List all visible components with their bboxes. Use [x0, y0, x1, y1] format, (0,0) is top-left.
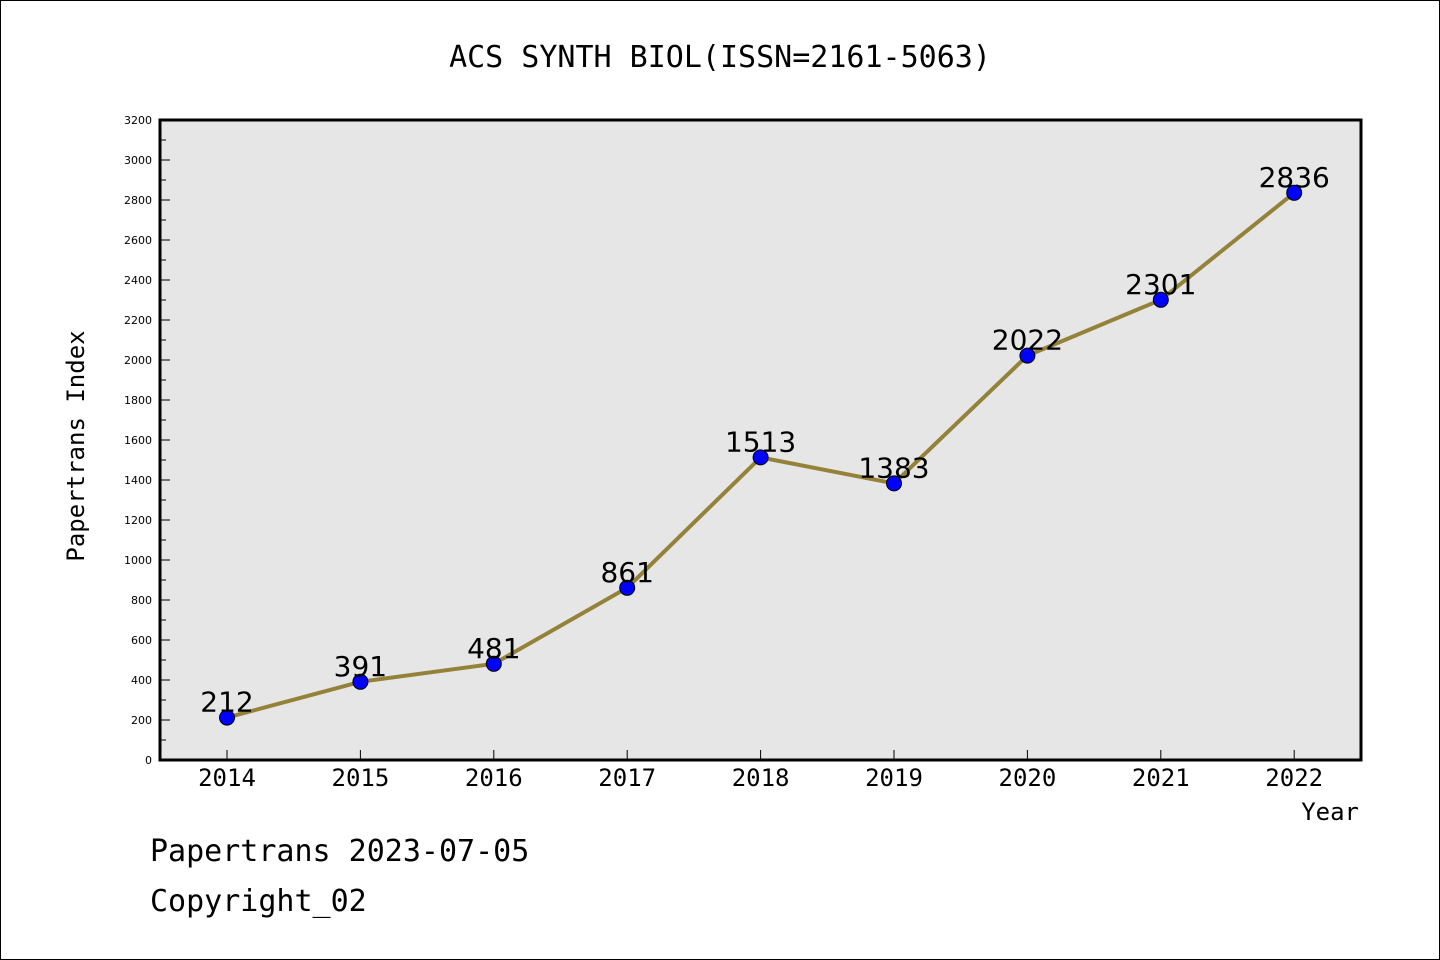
x-tick-label-2020: 2020 [999, 764, 1057, 792]
data-point-2016 [485, 655, 502, 672]
data-point-2018 [752, 449, 769, 466]
data-point-2022 [1286, 184, 1303, 201]
data-point-2014 [219, 709, 235, 726]
x-axis: 2014 2015 2016 2017 2018 2019 2020 2021 2022 [198, 750, 1323, 792]
data-point-2021 [1152, 291, 1169, 308]
y-tick-label-3000: 3000 [124, 154, 152, 167]
x-tick-label-2022: 2022 [1265, 764, 1323, 792]
data-label-2020: 2022 [992, 324, 1063, 357]
data-label-2018: 1513 [725, 425, 796, 458]
data-label-2015: 391 [334, 650, 387, 683]
footer-copyright: Copyright_02 [150, 884, 367, 919]
data-label-2016: 481 [467, 632, 520, 665]
y-tick-label-1800: 1800 [124, 394, 152, 407]
y-axis: 0 200 400 600 800 1000 1200 1400 1600 1800 2000 220… [124, 114, 170, 767]
x-tick-label-2018: 2018 [732, 764, 790, 792]
y-tick-label-2000: 2000 [124, 354, 152, 367]
plot-area [158, 118, 1363, 762]
data-label-2014: 212 [200, 686, 253, 719]
y-tick-label-2200: 2200 [124, 314, 152, 327]
data-label-2022: 2836 [1259, 161, 1330, 194]
y-tick-label-0: 0 [145, 754, 152, 767]
y-tick-label-1600: 1600 [124, 434, 152, 447]
x-tick-label-2014: 2014 [198, 764, 256, 792]
data-point-2017 [619, 579, 636, 596]
footer-date: Papertrans 2023-07-05 [150, 834, 530, 869]
data-label-2017: 861 [600, 556, 653, 589]
data-label-2019: 1383 [858, 451, 929, 484]
x-tick-label-2017: 2017 [598, 764, 656, 792]
x-tick-label-2015: 2015 [332, 764, 390, 792]
y-tick-label-600: 600 [131, 634, 152, 647]
y-tick-label-1000: 1000 [124, 554, 152, 567]
chart-title: ACS SYNTH BIOL(ISSN=2161-5063) [449, 40, 991, 75]
x-axis-label: Year [1301, 798, 1359, 826]
y-tick-label-2600: 2600 [124, 234, 152, 247]
y-tick-label-2400: 2400 [124, 274, 152, 287]
y-tick-label-200: 200 [131, 714, 152, 727]
data-label-2021: 2301 [1125, 268, 1196, 301]
y-tick-label-1200: 1200 [124, 514, 152, 527]
data-point-2019 [886, 475, 902, 492]
x-tick-label-2021: 2021 [1132, 764, 1190, 792]
data-point-2020 [1019, 347, 1036, 364]
y-tick-label-3200: 3200 [124, 114, 152, 127]
data-point-2015 [352, 673, 369, 690]
y-tick-label-400: 400 [131, 674, 152, 687]
series-markers [219, 184, 1303, 726]
y-axis-label: Papertrans Index [62, 330, 90, 561]
data-labels: 212 391 481 861 1513 1383 2022 2301 2836 [200, 161, 1330, 719]
y-tick-label-800: 800 [131, 594, 152, 607]
y-tick-label-2800: 2800 [124, 194, 152, 207]
x-tick-label-2016: 2016 [465, 764, 523, 792]
y-tick-label-1400: 1400 [124, 474, 152, 487]
x-tick-label-2019: 2019 [865, 764, 923, 792]
